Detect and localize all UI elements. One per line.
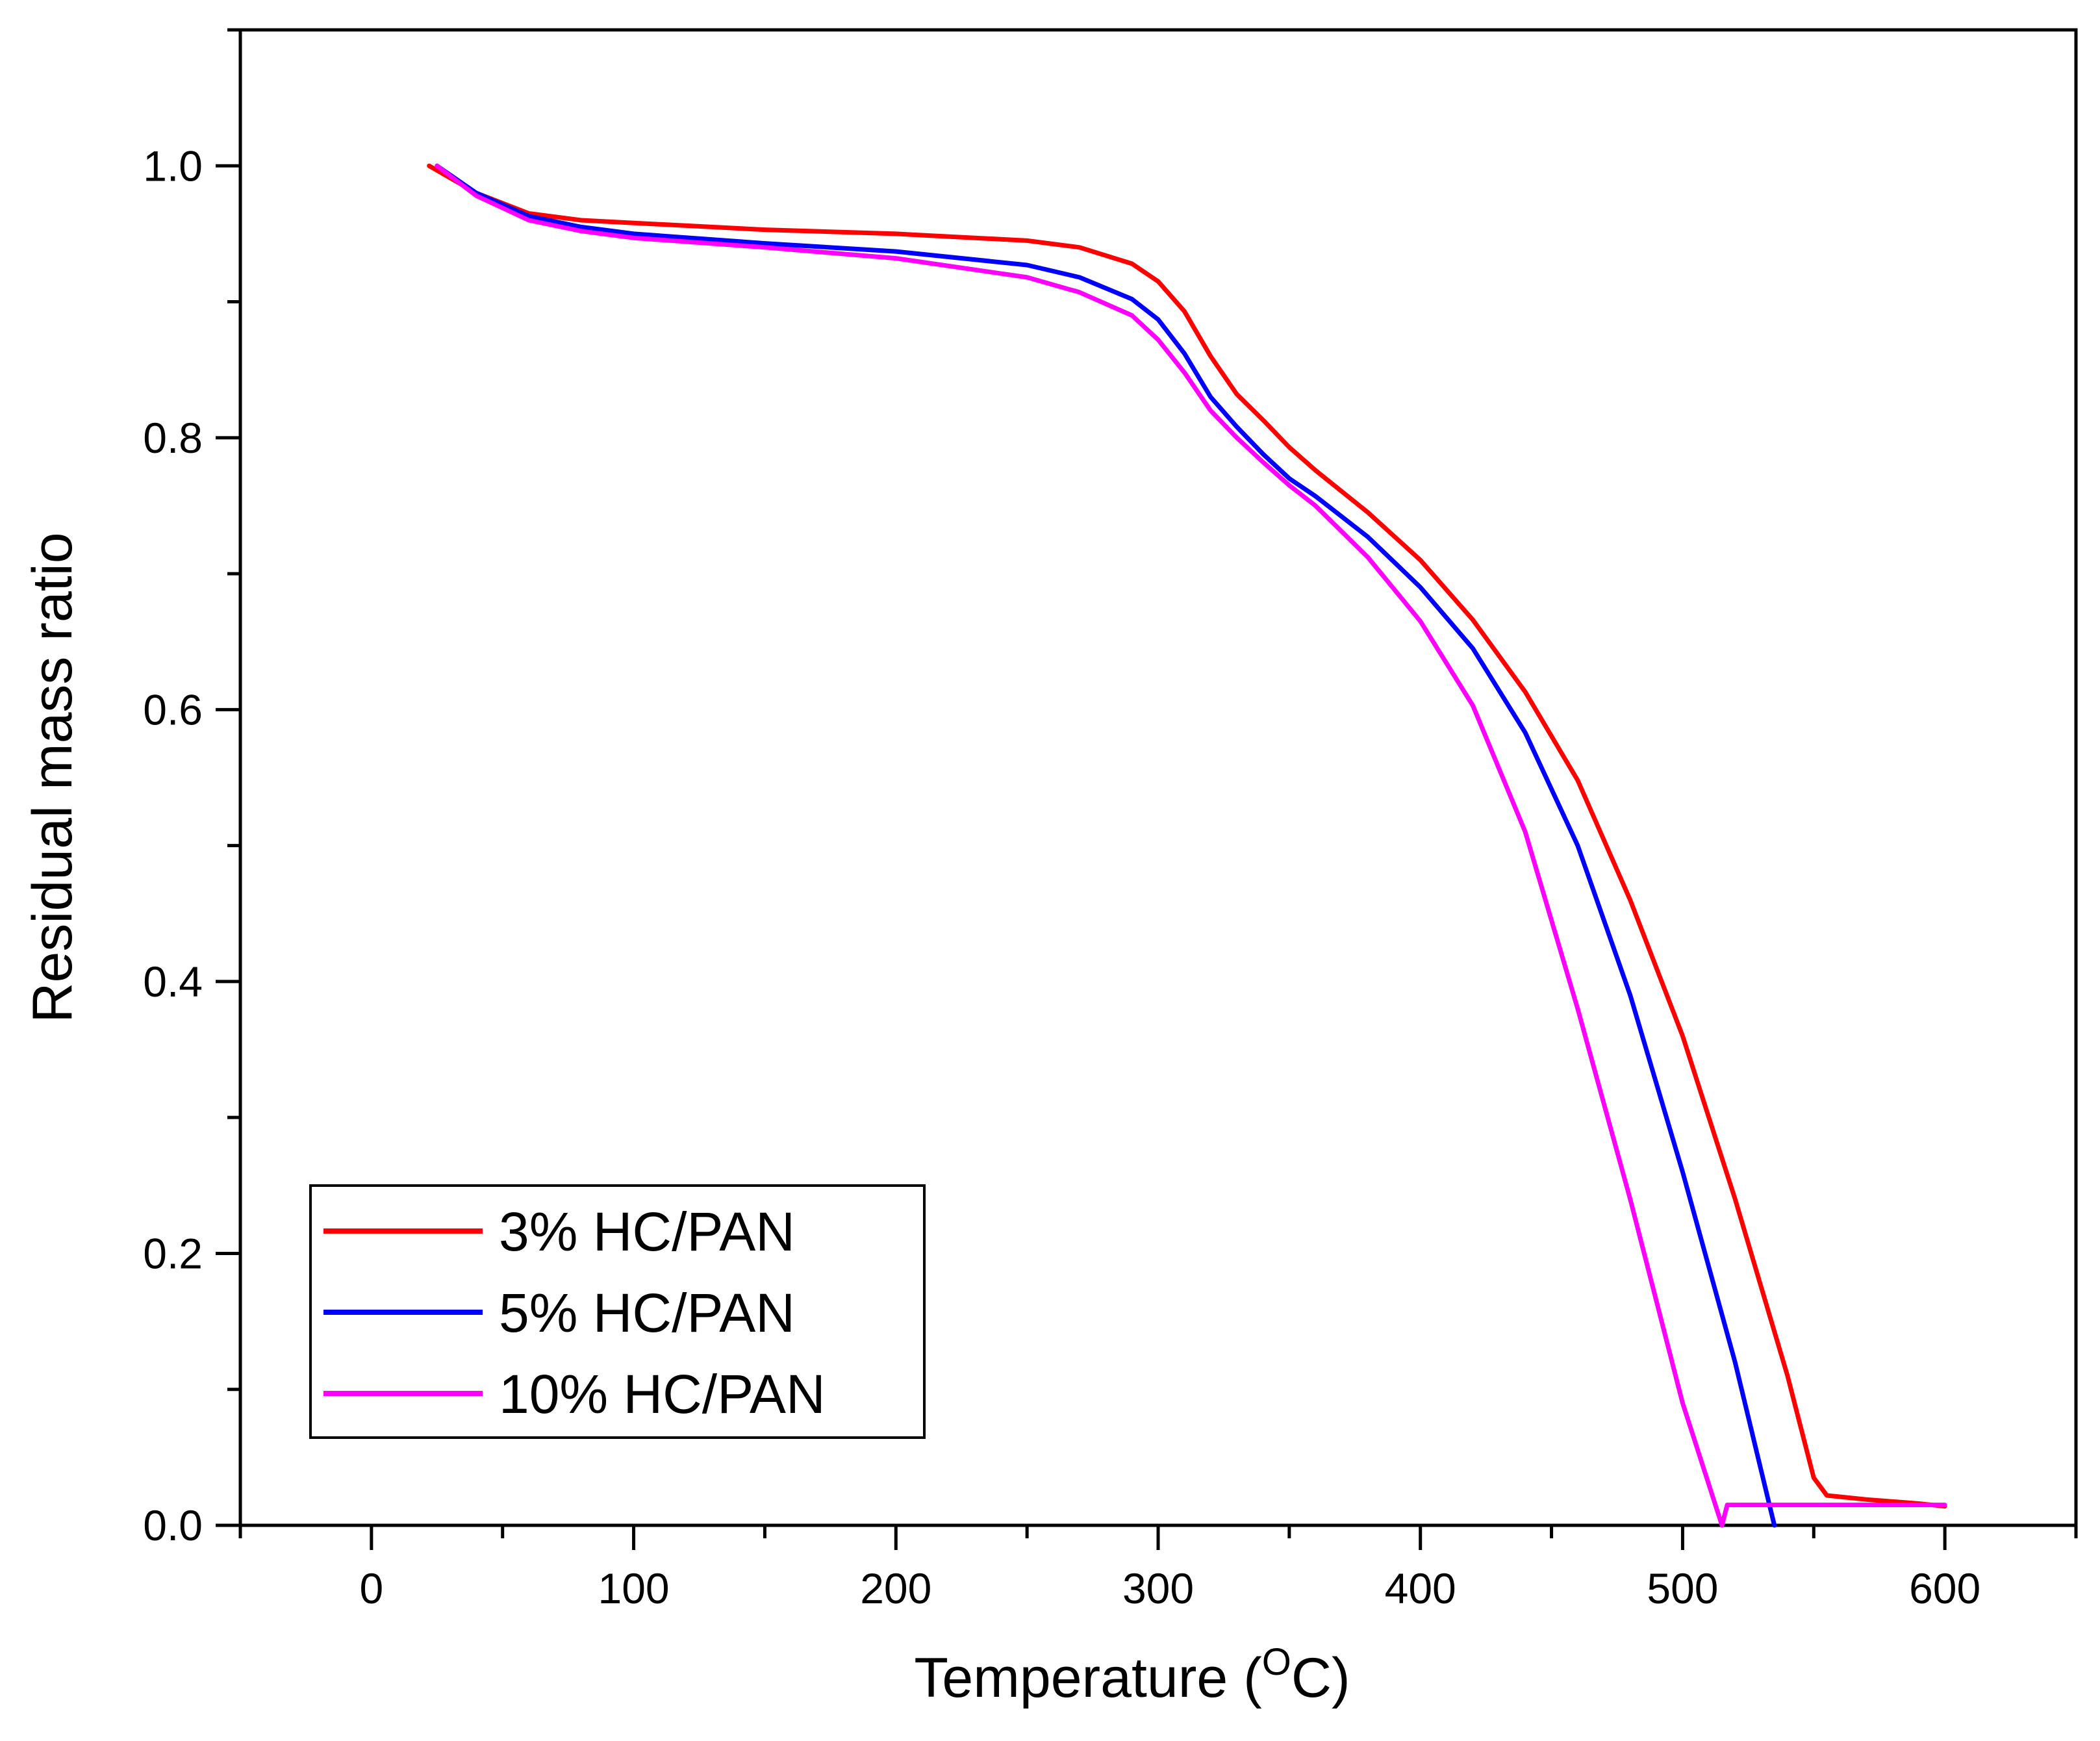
x-axis-label-unit: C) [1291, 1647, 1350, 1709]
legend-label-2: 5% HC/PAN [499, 1282, 795, 1343]
y-tick-label: 0.0 [143, 1501, 203, 1549]
x-tick-label: 600 [1909, 1564, 1980, 1612]
y-tick-label: 0.6 [143, 685, 203, 733]
x-tick-label: 500 [1647, 1564, 1718, 1612]
y-axis-ticks: 0.0 0.2 0.4 0.6 0.8 1.0 [143, 28, 240, 1549]
x-axis-ticks: 0 100 200 300 400 500 600 [238, 1525, 2078, 1612]
x-axis-label-main: Temperature ( [914, 1647, 1262, 1709]
legend-label-3: 10% HC/PAN [499, 1364, 826, 1425]
series-layer [427, 163, 1947, 1528]
x-axis-label-superscript: O [1262, 1641, 1291, 1683]
x-tick-label: 200 [860, 1564, 931, 1612]
series-line-1 [427, 163, 1947, 1509]
series-line-2 [435, 163, 1777, 1528]
x-axis-label: Temperature (OC) [914, 1641, 1350, 1709]
x-tick-label: 100 [598, 1564, 670, 1612]
y-tick-label: 0.4 [143, 958, 203, 1006]
y-tick-label: 0.2 [143, 1229, 203, 1277]
y-tick-label: 1.0 [143, 142, 203, 190]
series-line-3 [435, 163, 1947, 1528]
legend-label-1: 3% HC/PAN [499, 1201, 795, 1262]
legend: 3% HC/PAN 5% HC/PAN 10% HC/PAN [309, 1184, 926, 1439]
y-tick-label: 0.8 [143, 414, 203, 462]
x-tick-label: 0 [359, 1564, 383, 1612]
y-axis-label: Residual mass ratio [21, 532, 84, 1023]
x-tick-label: 400 [1385, 1564, 1456, 1612]
x-tick-label: 300 [1122, 1564, 1194, 1612]
